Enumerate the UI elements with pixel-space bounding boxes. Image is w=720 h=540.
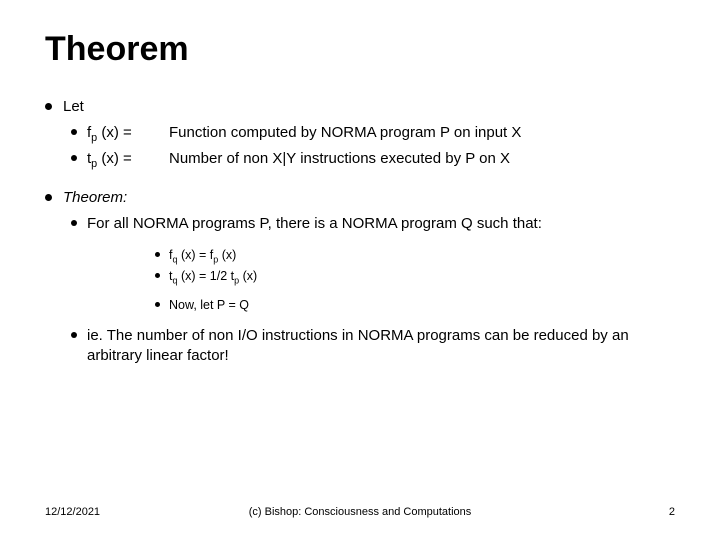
now-text: Now, let P = Q — [169, 297, 249, 314]
bullet-icon — [71, 332, 77, 338]
bullet-def-fp: fp (x) = Function computed by NORMA prog… — [45, 123, 675, 143]
bullet-icon — [155, 252, 160, 257]
def-fp-lhs: fp (x) = — [87, 123, 145, 143]
conclusion-text: ie. The number of non I/O instructions i… — [87, 326, 675, 367]
bullet-icon — [71, 220, 77, 226]
bullet-icon — [155, 273, 160, 278]
bullet-theorem: Theorem: — [45, 188, 675, 208]
forall-text: For all NORMA programs P, there is a NOR… — [87, 214, 542, 234]
eq2-text: tq (x) = 1/2 tp (x) — [169, 268, 257, 285]
bullet-eq2: tq (x) = 1/2 tp (x) — [45, 268, 675, 285]
def-tp-rhs: Number of non X|Y instructions executed … — [169, 149, 510, 169]
def-tp-lhs: tp (x) = — [87, 149, 145, 169]
bullet-icon — [45, 103, 52, 110]
bullet-conclusion: ie. The number of non I/O instructions i… — [45, 326, 675, 367]
bullet-icon — [155, 302, 160, 307]
bullet-forall: For all NORMA programs P, there is a NOR… — [45, 214, 675, 234]
bullet-icon — [71, 155, 77, 161]
bullet-def-tp: tp (x) = Number of non X|Y instructions … — [45, 149, 675, 169]
slide-title: Theorem — [45, 30, 675, 69]
bullet-let: Let — [45, 97, 675, 117]
theorem-label: Theorem: — [63, 188, 127, 208]
bullet-now: Now, let P = Q — [45, 297, 675, 314]
eq1-text: fq (x) = fp (x) — [169, 247, 236, 264]
footer: 12/12/2021 (c) Bishop: Consciousness and… — [45, 506, 675, 518]
bullet-eq1: fq (x) = fp (x) — [45, 247, 675, 264]
bullet-icon — [71, 129, 77, 135]
def-fp-rhs: Function computed by NORMA program P on … — [169, 123, 521, 143]
footer-center: (c) Bishop: Consciousness and Computatio… — [45, 506, 675, 518]
bullet-icon — [45, 194, 52, 201]
let-label: Let — [63, 97, 84, 117]
